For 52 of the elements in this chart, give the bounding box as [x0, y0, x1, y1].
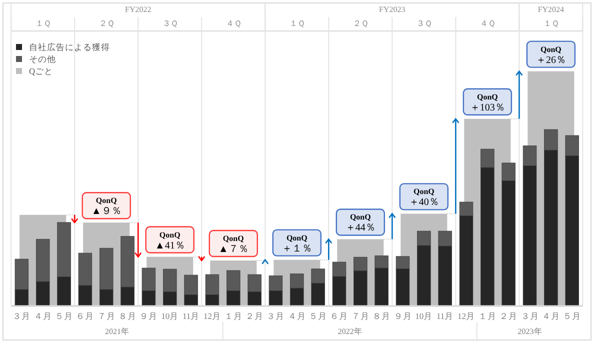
x-tick-label: ７月: [351, 311, 370, 321]
x-tick-label: ３Ｑ: [162, 19, 178, 28]
x-tick-label: １月: [478, 311, 496, 321]
text: FY2024: [538, 5, 564, 14]
x-tick-label: ４Ｑ: [226, 19, 241, 28]
x-tick-label: ８月: [118, 311, 137, 321]
annotation: QonQ ▲７％: [218, 234, 248, 256]
legend-label: Qごと: [29, 66, 54, 76]
x-tick-label: 12月: [203, 311, 221, 321]
x-tick-label: 11月: [182, 311, 200, 321]
text: FY2023: [379, 5, 406, 14]
x-tick-label: 12月: [458, 311, 476, 321]
x-tick-label: ５月: [563, 311, 582, 321]
annotation: QonQ ＋44％: [345, 212, 376, 234]
x-tick-label: ３月: [266, 311, 285, 321]
annotation: QonQ ＋40％: [408, 187, 439, 208]
x-tick-label: １月: [224, 311, 242, 321]
x-tick-label: １Ｑ: [543, 19, 558, 28]
x-tick-label: ３月: [520, 311, 539, 321]
x-tick-label: ６月: [330, 311, 348, 321]
annotation: QonQ ＋103％: [470, 92, 505, 114]
x-tick-label: ４Ｑ: [480, 19, 495, 28]
x-tick-label: ２Ｑ: [98, 19, 114, 28]
x-tick-label: ９月: [140, 311, 158, 321]
text: 2023年: [518, 327, 542, 336]
x-tick-label: ３月: [12, 311, 31, 321]
x-tick-label: １Ｑ: [35, 19, 50, 28]
x-tick-label: ４月: [288, 311, 306, 321]
x-tick-label: 10月: [161, 311, 179, 321]
x-tick-label: ２月: [500, 311, 518, 321]
text: FY2022: [125, 5, 152, 14]
text: 2021年: [104, 327, 129, 336]
annotation: QonQ ▲９％: [91, 196, 122, 218]
x-tick-label: ４月: [34, 311, 52, 321]
x-tick-label: ３Ｑ: [416, 19, 432, 28]
x-tick-label: 11月: [436, 311, 454, 321]
x-tick-label: ７月: [97, 311, 116, 321]
x-tick-label: ９月: [394, 311, 412, 321]
x-tick-label: ５月: [55, 311, 74, 321]
x-tick-label: ２Ｑ: [352, 19, 368, 28]
annotation: QonQ ▲41％: [154, 230, 185, 252]
x-tick-label: ８月: [372, 311, 391, 321]
x-tick-label: ４月: [542, 311, 560, 321]
x-tick-label: ６月: [76, 311, 94, 321]
x-tick-label: １Ｑ: [289, 19, 304, 28]
annotation: QonQ ＋１％: [282, 233, 312, 254]
x-tick-label: 10月: [415, 311, 433, 321]
legend-label: 自社広告による獲得: [29, 42, 110, 52]
legend-label: その他: [29, 54, 56, 64]
text: 2022年: [338, 327, 362, 336]
x-tick-label: ２月: [246, 311, 264, 321]
x-tick-label: ５月: [309, 311, 328, 321]
